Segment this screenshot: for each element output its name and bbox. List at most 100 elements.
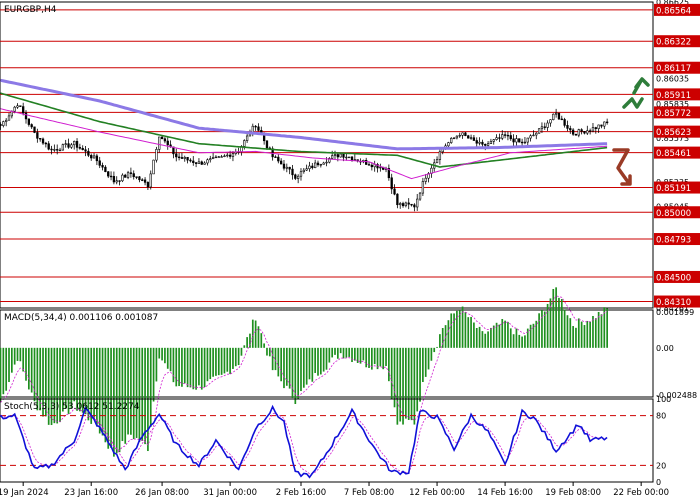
bull-candle: [404, 202, 408, 207]
macd-bar: [268, 347, 271, 357]
bear-candle: [36, 132, 39, 139]
macd-bar: [263, 343, 265, 348]
macd-bar: [22, 347, 25, 372]
macd-bar: [8, 347, 10, 383]
level-label: 0.85461: [656, 149, 691, 159]
bull-candle: [322, 162, 325, 165]
down-arrow-shape: [612, 148, 632, 186]
macd-bar: [580, 321, 583, 348]
bull-candle: [421, 181, 425, 194]
bull-candle: [152, 159, 155, 175]
level-label-box: [654, 181, 700, 194]
bull-candle: [158, 136, 161, 150]
macd-bar: [124, 347, 127, 444]
macd-bar: [53, 347, 56, 424]
bull-candle: [447, 142, 450, 147]
macd-bar: [118, 347, 121, 453]
bull-candle: [243, 140, 246, 147]
bull-candle: [183, 156, 186, 159]
macd-bar: [603, 307, 606, 348]
macd-bar: [501, 318, 504, 348]
level-label-box: [654, 146, 700, 159]
bull-candle: [319, 164, 322, 166]
bear-candle: [47, 143, 50, 150]
macd-bar: [388, 347, 390, 382]
macd-bar: [311, 347, 314, 382]
level-label-box: [654, 61, 700, 74]
bull-candle: [461, 132, 464, 136]
stoch-tick-label: 100: [656, 395, 671, 404]
bear-candle: [166, 140, 169, 146]
level-label: 0.85000: [656, 209, 691, 219]
bull-candle: [379, 166, 382, 169]
macd-bar: [524, 335, 526, 348]
macd-bar: [606, 308, 608, 348]
macd-bar: [183, 347, 186, 384]
level-label-box: [654, 35, 700, 48]
bear-candle: [27, 118, 30, 125]
time-tick-label: 19 Jan 2024: [0, 488, 49, 498]
macd-bar: [212, 347, 214, 377]
macd-bar: [215, 347, 217, 376]
level-label: 0.85911: [656, 91, 691, 101]
macd-bar: [577, 318, 580, 348]
macd-bar: [280, 347, 282, 382]
macd-bar: [302, 347, 305, 388]
macd-bar: [470, 316, 472, 348]
bull-candle: [501, 134, 504, 139]
price-frame: [0, 1, 654, 309]
macd-bar: [396, 347, 399, 425]
bear-candle: [467, 135, 470, 139]
macd-bar: [144, 347, 146, 445]
macd-bar: [450, 313, 453, 348]
bear-candle: [67, 143, 70, 148]
stoch-k-line: [0, 404, 608, 479]
macd-bar: [90, 347, 93, 424]
macd-bar: [419, 347, 421, 402]
macd-bar: [481, 331, 484, 348]
bull-candle: [478, 141, 481, 144]
macd-bar: [107, 347, 110, 449]
macd-bar: [50, 347, 53, 426]
bear-candle: [543, 126, 546, 128]
macd-tick-label: -0.002488: [656, 391, 697, 400]
bear-candle: [311, 165, 314, 169]
bear-candle: [350, 156, 354, 161]
bull-candle: [515, 138, 518, 143]
bull-candle: [7, 115, 11, 121]
macd-bar: [19, 347, 22, 362]
down-arrow-icon: [612, 148, 632, 186]
bull-candle: [2, 121, 5, 126]
macd-bar: [206, 347, 209, 382]
macd-bar: [390, 347, 393, 400]
level-label-box: [654, 233, 700, 246]
macd-bar: [257, 326, 260, 348]
macd-bar: [73, 347, 76, 402]
macd-bar: [186, 347, 189, 388]
macd-bar: [229, 347, 231, 375]
time-axis: 19 Jan 2024 23 Jan 16:00 26 Jan 08:00 31 Ja…: [0, 482, 669, 498]
bear-candle: [118, 180, 121, 182]
macd-bar: [13, 347, 16, 365]
bull-candle: [299, 171, 303, 177]
macd-bar: [198, 347, 200, 386]
stoch-tick-label: 20: [656, 461, 666, 470]
macd-bar: [416, 347, 419, 412]
macd-bar: [478, 326, 481, 348]
bear-candle: [509, 135, 512, 140]
macd-bar: [291, 347, 294, 399]
bull-candle: [126, 172, 130, 178]
bull-candle: [305, 168, 308, 171]
bull-candle: [435, 159, 439, 164]
bull-candle: [308, 165, 311, 170]
bull-candle: [458, 134, 461, 137]
macd-bar: [274, 347, 277, 371]
macd-bar: [526, 328, 529, 348]
bull-candle: [526, 137, 529, 143]
bear-candle: [24, 112, 28, 120]
bear-candle: [95, 155, 99, 162]
bear-candle: [265, 140, 269, 149]
bear-candle: [387, 168, 391, 179]
macd-bar: [362, 347, 365, 361]
